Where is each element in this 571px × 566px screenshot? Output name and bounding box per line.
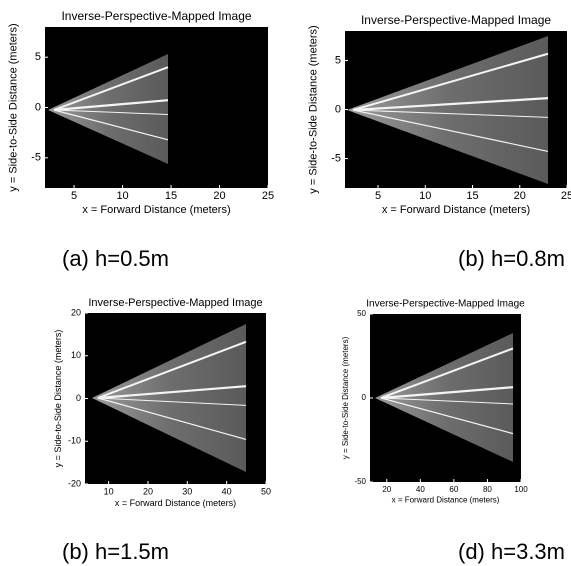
y-axis-label: y = Side-to-Side Distance (meters) [7,23,19,191]
lane-marking [380,397,514,435]
lane-marking [380,397,514,405]
x-tick-label: 10 [116,190,128,202]
x-tick-label: 10 [419,190,431,202]
chart-title: Inverse-Perspective-Mapped Image [361,13,551,27]
road-wedge [48,54,168,164]
lane-marking [53,66,169,111]
chart-title: Inverse-Perspective-Mapped Image [366,299,525,310]
y-tick-label: 0 [35,101,41,113]
y-tick-label: 5 [335,54,341,66]
y-axis-label: y = Side-to-Side Distance (meters) [53,330,63,468]
y-axis-label: y = Side-to-Side Distance (meters) [307,25,319,193]
y-tick-label: 20 [71,307,81,317]
y-tick-label: -10 [68,436,81,446]
y-tick-label: -5 [331,152,341,164]
x-tick-label: 20 [514,190,526,202]
x-axis-label: x = Forward Distance (meters) [115,498,236,508]
chart-title: Inverse-Perspective-Mapped Image [88,297,262,309]
lane-marking [380,347,514,399]
y-tick-label: -20 [68,478,81,488]
x-axis-label: x = Forward Distance (meters) [392,496,500,505]
caption: (b) h=0.8m [458,246,565,271]
x-tick-label: 15 [165,190,177,202]
y-tick-label: 5 [35,51,41,63]
y-tick-label: 0 [76,393,81,403]
y-axis-label: y = Side-to-Side Distance (meters) [341,336,350,459]
x-tick-label: 40 [222,486,232,496]
x-tick-label: 10 [104,486,114,496]
y-tick-label: 50 [357,309,366,318]
lane-marking [380,386,514,400]
x-axis-label: x = Forward Distance (meters) [82,204,230,216]
x-tick-label: 50 [261,486,271,496]
y-tick-label: -5 [31,152,41,164]
caption: (b) h=1.5m [62,539,169,564]
lane-marking [53,109,169,115]
lane-marking [352,52,549,111]
y-tick-label: 0 [362,393,367,402]
road-wedge [92,324,246,472]
lane-marking [97,397,247,406]
lane-marking [352,109,549,118]
x-tick-label: 80 [483,485,492,494]
x-tick-label: 100 [514,485,528,494]
x-tick-label: 20 [213,190,225,202]
x-tick-label: 60 [449,485,458,494]
lane-marking [97,397,247,441]
y-tick-label: 10 [71,350,81,360]
x-tick-label: 40 [416,485,425,494]
lane-marking [352,97,549,112]
x-axis-label: x = Forward Distance (meters) [382,204,530,216]
chart-title: Inverse-Perspective-Mapped Image [61,9,251,23]
x-tick-label: 25 [561,190,571,202]
x-tick-label: 5 [71,190,77,202]
lane-marking [97,385,247,400]
x-tick-label: 15 [466,190,478,202]
road-wedge [375,333,513,462]
x-tick-label: 20 [143,486,153,496]
x-tick-label: 5 [375,190,381,202]
lane-marking [53,109,169,141]
y-tick-label: 0 [335,103,341,115]
y-tick-label: -50 [354,477,366,486]
caption: (a) h=0.5m [62,246,169,271]
x-tick-label: 30 [182,486,192,496]
lane-marking [352,109,549,153]
road-wedge [347,36,548,184]
lane-marking [97,340,247,399]
caption: (d) h=3.3m [458,539,565,564]
x-tick-label: 25 [262,190,274,202]
x-tick-label: 20 [382,485,391,494]
lane-marking [53,99,169,112]
